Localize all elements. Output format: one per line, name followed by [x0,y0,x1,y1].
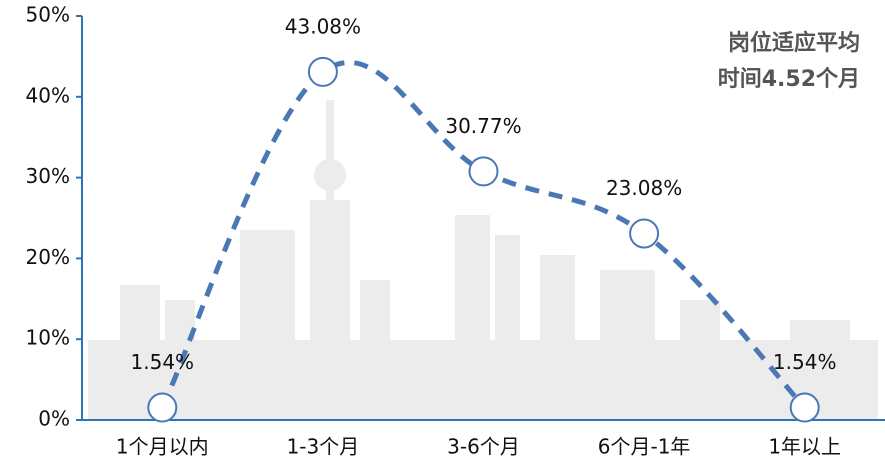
x-tick-label: 1个月以内 [116,435,209,459]
marker [307,56,338,87]
y-tick-label: 40% [26,83,70,107]
data-label: 43.08% [285,14,361,38]
data-label: 23.08% [606,176,682,200]
y-tick-label: 0% [38,407,70,431]
marker [789,392,820,423]
x-tick-label: 3-6个月 [447,435,520,459]
x-tick-label: 1年以上 [768,435,841,459]
marker [629,218,660,249]
marker [468,156,499,187]
x-tick-label: 1-3个月 [287,435,360,459]
data-label: 1.54% [131,350,195,374]
line [160,60,807,410]
marker [147,392,178,423]
data-label: 30.77% [445,114,521,138]
y-tick-label: 50% [26,3,70,27]
skyline-background [88,100,878,420]
y-tick-label: 30% [26,164,70,188]
y-tick-label: 10% [26,326,70,350]
y-tick-label: 20% [26,245,70,269]
annotation: 岗位适应平均 [728,30,860,56]
x-tick-label: 6个月-1年 [598,435,691,459]
annotation: 时间4.52个月 [718,67,860,92]
data-label: 1.54% [773,350,837,374]
